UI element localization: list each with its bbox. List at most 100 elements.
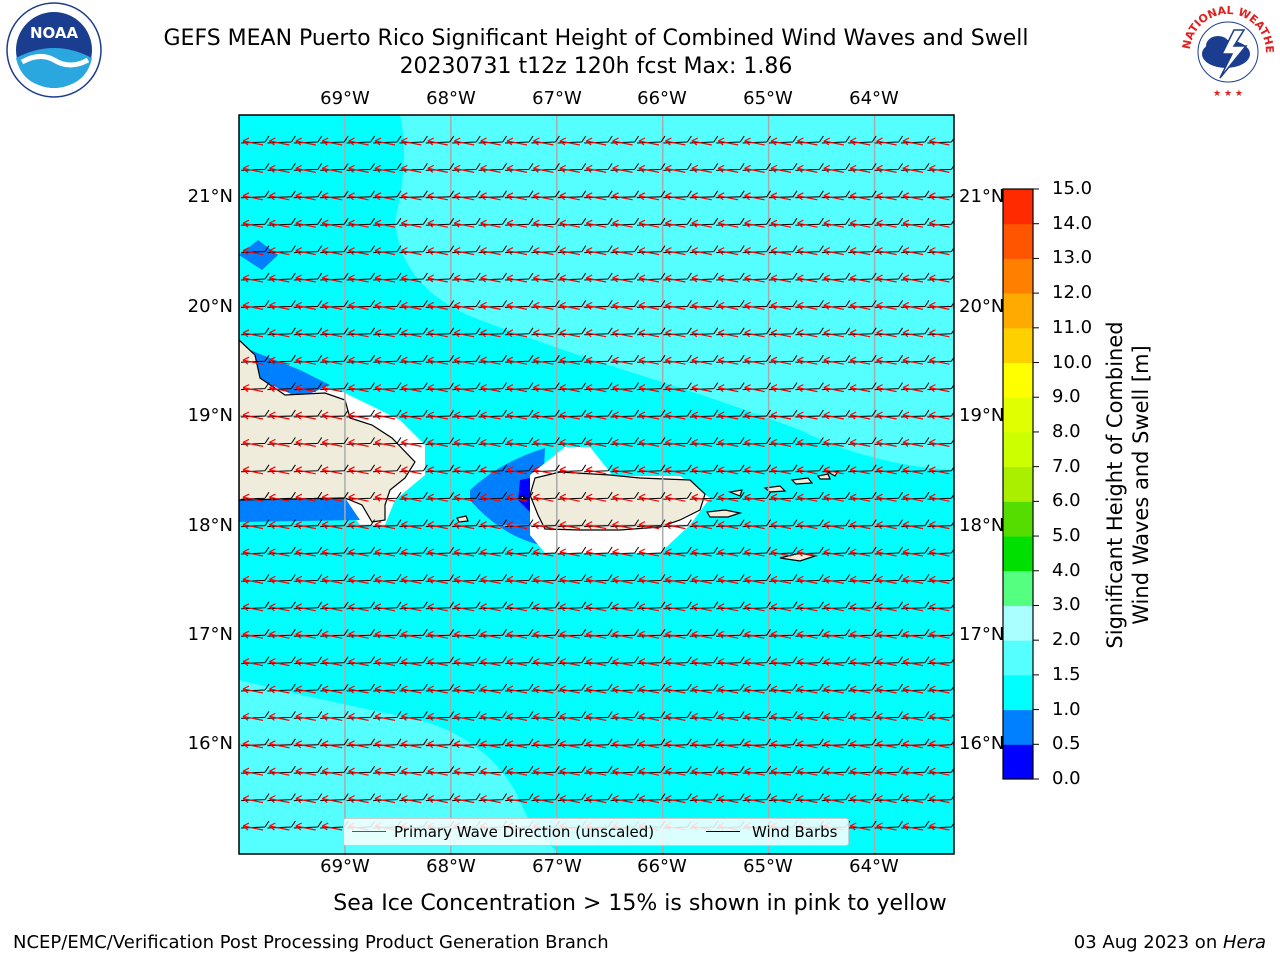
vector-glyph — [320, 628, 349, 639]
wave-arrow — [585, 438, 607, 447]
wave-arrow — [242, 274, 264, 283]
vector-glyph — [742, 519, 772, 530]
vector-glyph — [848, 628, 877, 639]
wave-arrow — [849, 630, 871, 639]
wave-arrow — [242, 438, 264, 447]
wave-arrow — [744, 493, 765, 502]
wave-arrow — [453, 493, 475, 502]
vector-glyph — [848, 793, 877, 804]
wave-arrow — [321, 740, 343, 749]
wave-arrow — [638, 575, 660, 584]
vector-glyph — [478, 464, 508, 475]
vector-glyph — [320, 574, 349, 584]
wave-arrow — [797, 658, 818, 667]
wave-arrow — [823, 247, 844, 256]
wave-arrow — [691, 438, 712, 447]
vector-glyph — [848, 217, 877, 228]
vector-glyph — [716, 519, 745, 530]
vector-glyph — [557, 354, 587, 365]
vector-glyph — [372, 354, 402, 365]
wave-arrow — [665, 438, 686, 447]
vector-glyph — [504, 656, 534, 667]
vector-glyph — [795, 245, 824, 256]
wave-arrow — [770, 164, 792, 173]
vector-glyph — [346, 574, 376, 584]
wave-arrow — [585, 164, 607, 173]
vector-glyph — [240, 300, 270, 310]
wave-arrow — [269, 795, 290, 804]
wave-arrow — [823, 219, 844, 228]
vector-glyph — [874, 135, 904, 146]
wave-arrow — [269, 493, 290, 502]
vector-glyph — [900, 272, 930, 283]
wave-arrow — [242, 384, 264, 393]
vector-glyph — [584, 217, 613, 228]
wave-arrow — [321, 767, 343, 776]
wave-arrow — [506, 301, 528, 310]
wave-arrow — [427, 247, 448, 256]
wave-arrow — [269, 438, 290, 447]
vector-glyph — [900, 628, 930, 639]
vector-glyph — [478, 519, 508, 530]
wave-arrow — [665, 630, 686, 639]
wave-arrow — [665, 329, 686, 338]
wave-arrow — [506, 274, 528, 283]
wave-arrow — [453, 658, 475, 667]
vector-glyph — [821, 190, 851, 201]
wave-arrow — [269, 712, 290, 721]
vector-glyph — [372, 601, 402, 612]
vector-glyph — [742, 491, 772, 502]
vector-glyph — [372, 409, 402, 420]
vector-glyph — [768, 683, 798, 694]
vector-glyph — [821, 245, 851, 256]
wave-arrow — [638, 521, 660, 530]
wave-arrow — [744, 521, 765, 530]
wave-arrow — [348, 603, 369, 612]
wave-arrow — [823, 685, 844, 694]
wave-arrow — [929, 329, 950, 338]
wave-arrow — [876, 329, 897, 338]
vector-glyph — [267, 765, 296, 776]
vector-glyph — [504, 683, 534, 694]
wave-arrow — [770, 274, 792, 283]
wave-arrow — [612, 712, 633, 721]
vector-glyph — [900, 217, 930, 228]
vector-glyph — [320, 300, 349, 310]
vector-glyph — [716, 245, 745, 256]
wave-arrow — [849, 411, 871, 420]
wave-arrow — [638, 384, 660, 393]
vector-glyph — [425, 217, 455, 228]
wave-arrow — [665, 795, 686, 804]
wave-arrow — [269, 521, 290, 530]
wave-arrow — [902, 466, 924, 475]
wave-arrow — [374, 384, 396, 393]
wave-arrow — [401, 466, 422, 475]
wave-arrow — [295, 438, 316, 447]
lat-label-left-20: 20°N — [187, 296, 233, 317]
vector-glyph — [267, 190, 296, 201]
wave-arrow — [506, 466, 528, 475]
vector-glyph — [584, 327, 613, 338]
vector-glyph — [584, 190, 613, 201]
vector-glyph — [267, 300, 296, 310]
vector-glyph — [584, 574, 613, 584]
wave-arrow — [453, 356, 475, 365]
vector-glyph — [716, 765, 745, 776]
wave-arrow — [348, 685, 369, 694]
wave-arrow — [849, 767, 871, 776]
colorbar-segment — [1003, 431, 1033, 468]
vector-glyph — [927, 465, 954, 475]
vector-glyph — [346, 711, 376, 721]
vector-glyph — [346, 519, 376, 530]
vector-glyph — [742, 738, 772, 749]
wave-arrow — [929, 767, 950, 776]
wave-arrow — [902, 164, 924, 173]
vector-glyph — [795, 217, 824, 228]
vector-glyph — [293, 519, 323, 530]
vector-glyph — [927, 739, 954, 749]
wave-arrow — [902, 685, 924, 694]
colorbar-title: Significant Height of Combined Wind Wave… — [1102, 321, 1154, 648]
vector-glyph — [320, 409, 349, 420]
wave-arrow — [744, 658, 765, 667]
